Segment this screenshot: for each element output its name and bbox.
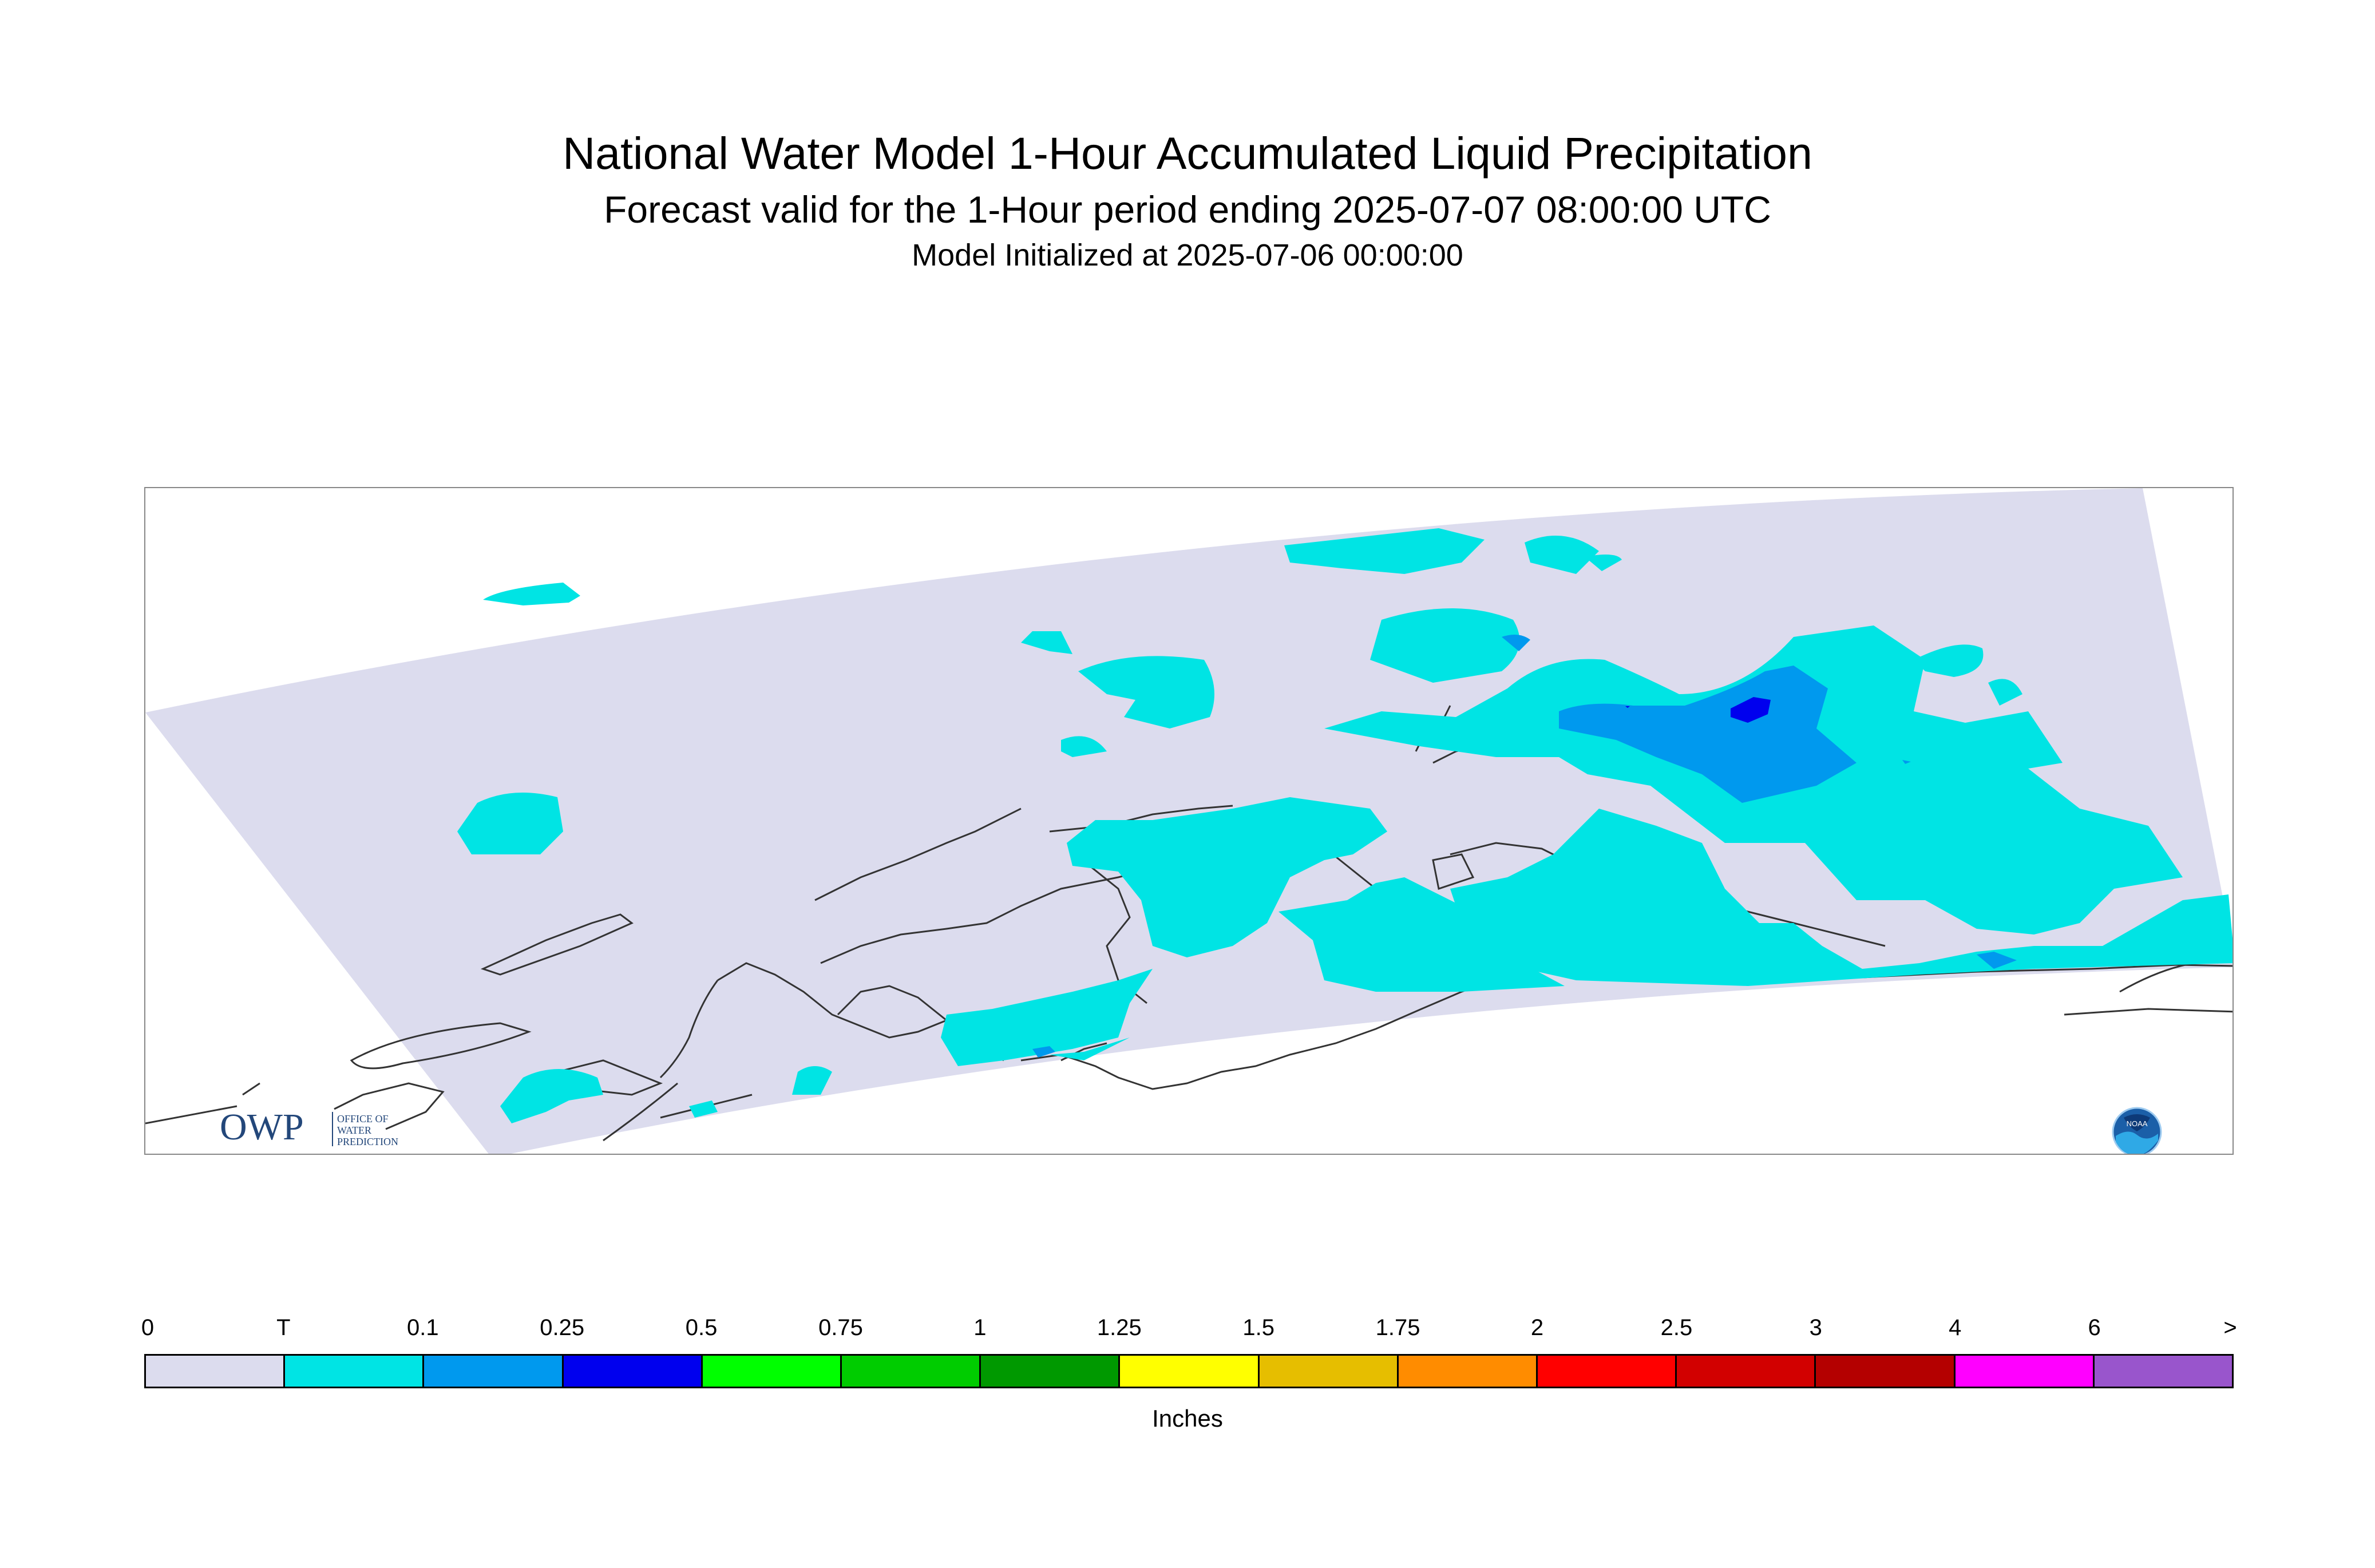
legend-tick-label: 0.75	[818, 1315, 863, 1340]
svg-text:OFFICE OF: OFFICE OF	[337, 1113, 389, 1124]
legend-tick-label: 6	[2088, 1315, 2101, 1340]
owp-logo-mark: OWP OFFICE OF WATER PREDICTION	[220, 1106, 398, 1148]
precip-0.25-areas	[1625, 697, 1771, 723]
legend-swatch	[981, 1356, 1121, 1387]
legend-tick-label: 0	[141, 1315, 155, 1340]
legend-swatch	[842, 1356, 981, 1387]
legend-swatch	[702, 1356, 842, 1387]
legend-color-bar	[144, 1354, 2234, 1388]
svg-text:NOAA: NOAA	[2127, 1119, 2148, 1128]
svg-text:WATER: WATER	[337, 1124, 371, 1136]
legend-swatch	[424, 1356, 564, 1387]
precip-0.1-areas	[1032, 635, 2017, 1058]
map-canvas	[145, 488, 2232, 1154]
svg-text:OWP: OWP	[220, 1106, 304, 1148]
legend-swatch	[1398, 1356, 1538, 1387]
legend-swatch	[1259, 1356, 1399, 1387]
precipitation-map: OWP OFFICE OF WATER PREDICTION NOAA	[144, 487, 2234, 1155]
legend-tick-label: 1	[973, 1315, 987, 1340]
legend-tick-label: 3	[1809, 1315, 1822, 1340]
legend-tick-label: 0.5	[685, 1315, 718, 1340]
legend-swatch	[285, 1356, 425, 1387]
legend-tick-label: 2	[1530, 1315, 1544, 1340]
legend-swatch	[563, 1356, 703, 1387]
legend-swatch	[1677, 1356, 1816, 1387]
color-legend: 0 T 0.1 0.25 0.5 0.75 1 1.25 1.5 1.75 2 2.5 3 4 6 >	[141, 1315, 2237, 1407]
legend-tick-label: 1.25	[1097, 1315, 1142, 1340]
noaa-logo-mark: NOAA	[2112, 1107, 2162, 1154]
svg-text:PREDICTION: PREDICTION	[337, 1136, 398, 1147]
legend-tick-label: 4	[1949, 1315, 1962, 1340]
legend-tick-label: T	[276, 1315, 291, 1340]
legend-tick-label: 1.5	[1242, 1315, 1274, 1340]
legend-swatch	[146, 1356, 286, 1387]
legend-swatch	[1955, 1356, 2095, 1387]
legend-tick-label: 2.5	[1660, 1315, 1693, 1340]
chart-title: National Water Model 1-Hour Accumulated …	[563, 128, 1812, 179]
model-init-subtitle: Model Initialized at 2025-07-06 00:00:00	[912, 238, 1463, 272]
legend-swatch	[2094, 1356, 2232, 1387]
legend-tick-label: 1.75	[1375, 1315, 1420, 1340]
legend-swatch	[1816, 1356, 1956, 1387]
legend-tick-label: >	[2223, 1315, 2237, 1340]
legend-tick-label: 0.1	[406, 1315, 439, 1340]
forecast-valid-subtitle: Forecast valid for the 1-Hour period end…	[604, 188, 1771, 231]
legend-tick-label: 0.25	[540, 1315, 585, 1340]
legend-swatch	[1538, 1356, 1677, 1387]
legend-units-label: Inches	[1152, 1405, 1223, 1432]
legend-swatch	[1120, 1356, 1260, 1387]
